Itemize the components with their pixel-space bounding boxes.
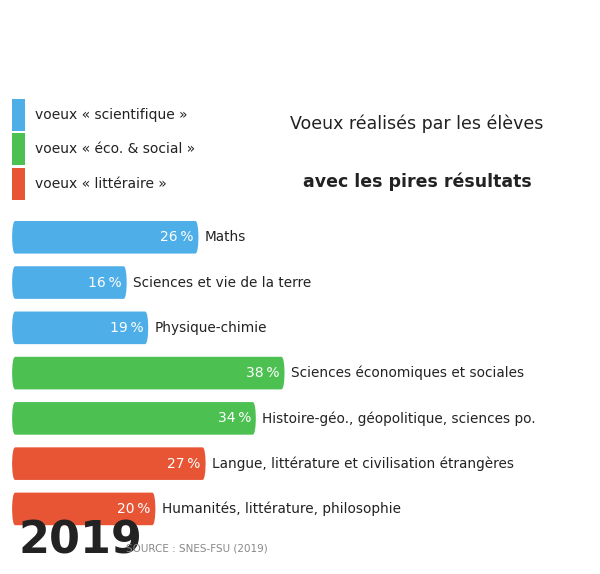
Text: Histoire-géo., géopolitique, sciences po.: Histoire-géo., géopolitique, sciences po… [262,411,536,426]
FancyBboxPatch shape [12,221,199,254]
Text: Sciences et vie de la terre: Sciences et vie de la terre [133,276,311,289]
Text: 34 %: 34 % [218,412,251,425]
Text: voeux « éco. & social »: voeux « éco. & social » [35,142,195,156]
FancyBboxPatch shape [12,402,256,435]
Text: 20 %: 20 % [117,502,151,516]
FancyBboxPatch shape [12,447,206,480]
Text: 38 %: 38 % [246,366,280,380]
FancyBboxPatch shape [12,357,284,389]
Text: avec les pires résultats: avec les pires résultats [302,172,532,191]
Text: voeux « scientifique »: voeux « scientifique » [35,108,187,122]
Text: Humanités, littérature, philosophie: Humanités, littérature, philosophie [162,502,401,516]
Text: 19 %: 19 % [110,321,143,335]
Text: Maths: Maths [205,230,247,245]
FancyBboxPatch shape [12,266,127,299]
Text: voeux « littéraire »: voeux « littéraire » [35,177,167,191]
Text: 26 %: 26 % [160,230,194,245]
Text: Voeux réalisés par les élèves: Voeux réalisés par les élèves [290,115,544,133]
Text: 27 %: 27 % [167,457,200,471]
Text: Physique-chimie: Physique-chimie [155,321,267,335]
Bar [12,168,25,200]
Text: Sciences économiques et sociales: Sciences économiques et sociales [291,366,524,381]
Text: SOURCE : SNES-FSU (2019): SOURCE : SNES-FSU (2019) [126,544,268,554]
Text: 2019: 2019 [18,519,142,563]
Text: 16 %: 16 % [88,276,122,289]
FancyBboxPatch shape [12,312,148,344]
Text: Langue, littérature et civilisation étrangères: Langue, littérature et civilisation étra… [212,456,514,471]
Bar [12,133,25,165]
Bar [12,99,25,131]
FancyBboxPatch shape [12,492,155,525]
